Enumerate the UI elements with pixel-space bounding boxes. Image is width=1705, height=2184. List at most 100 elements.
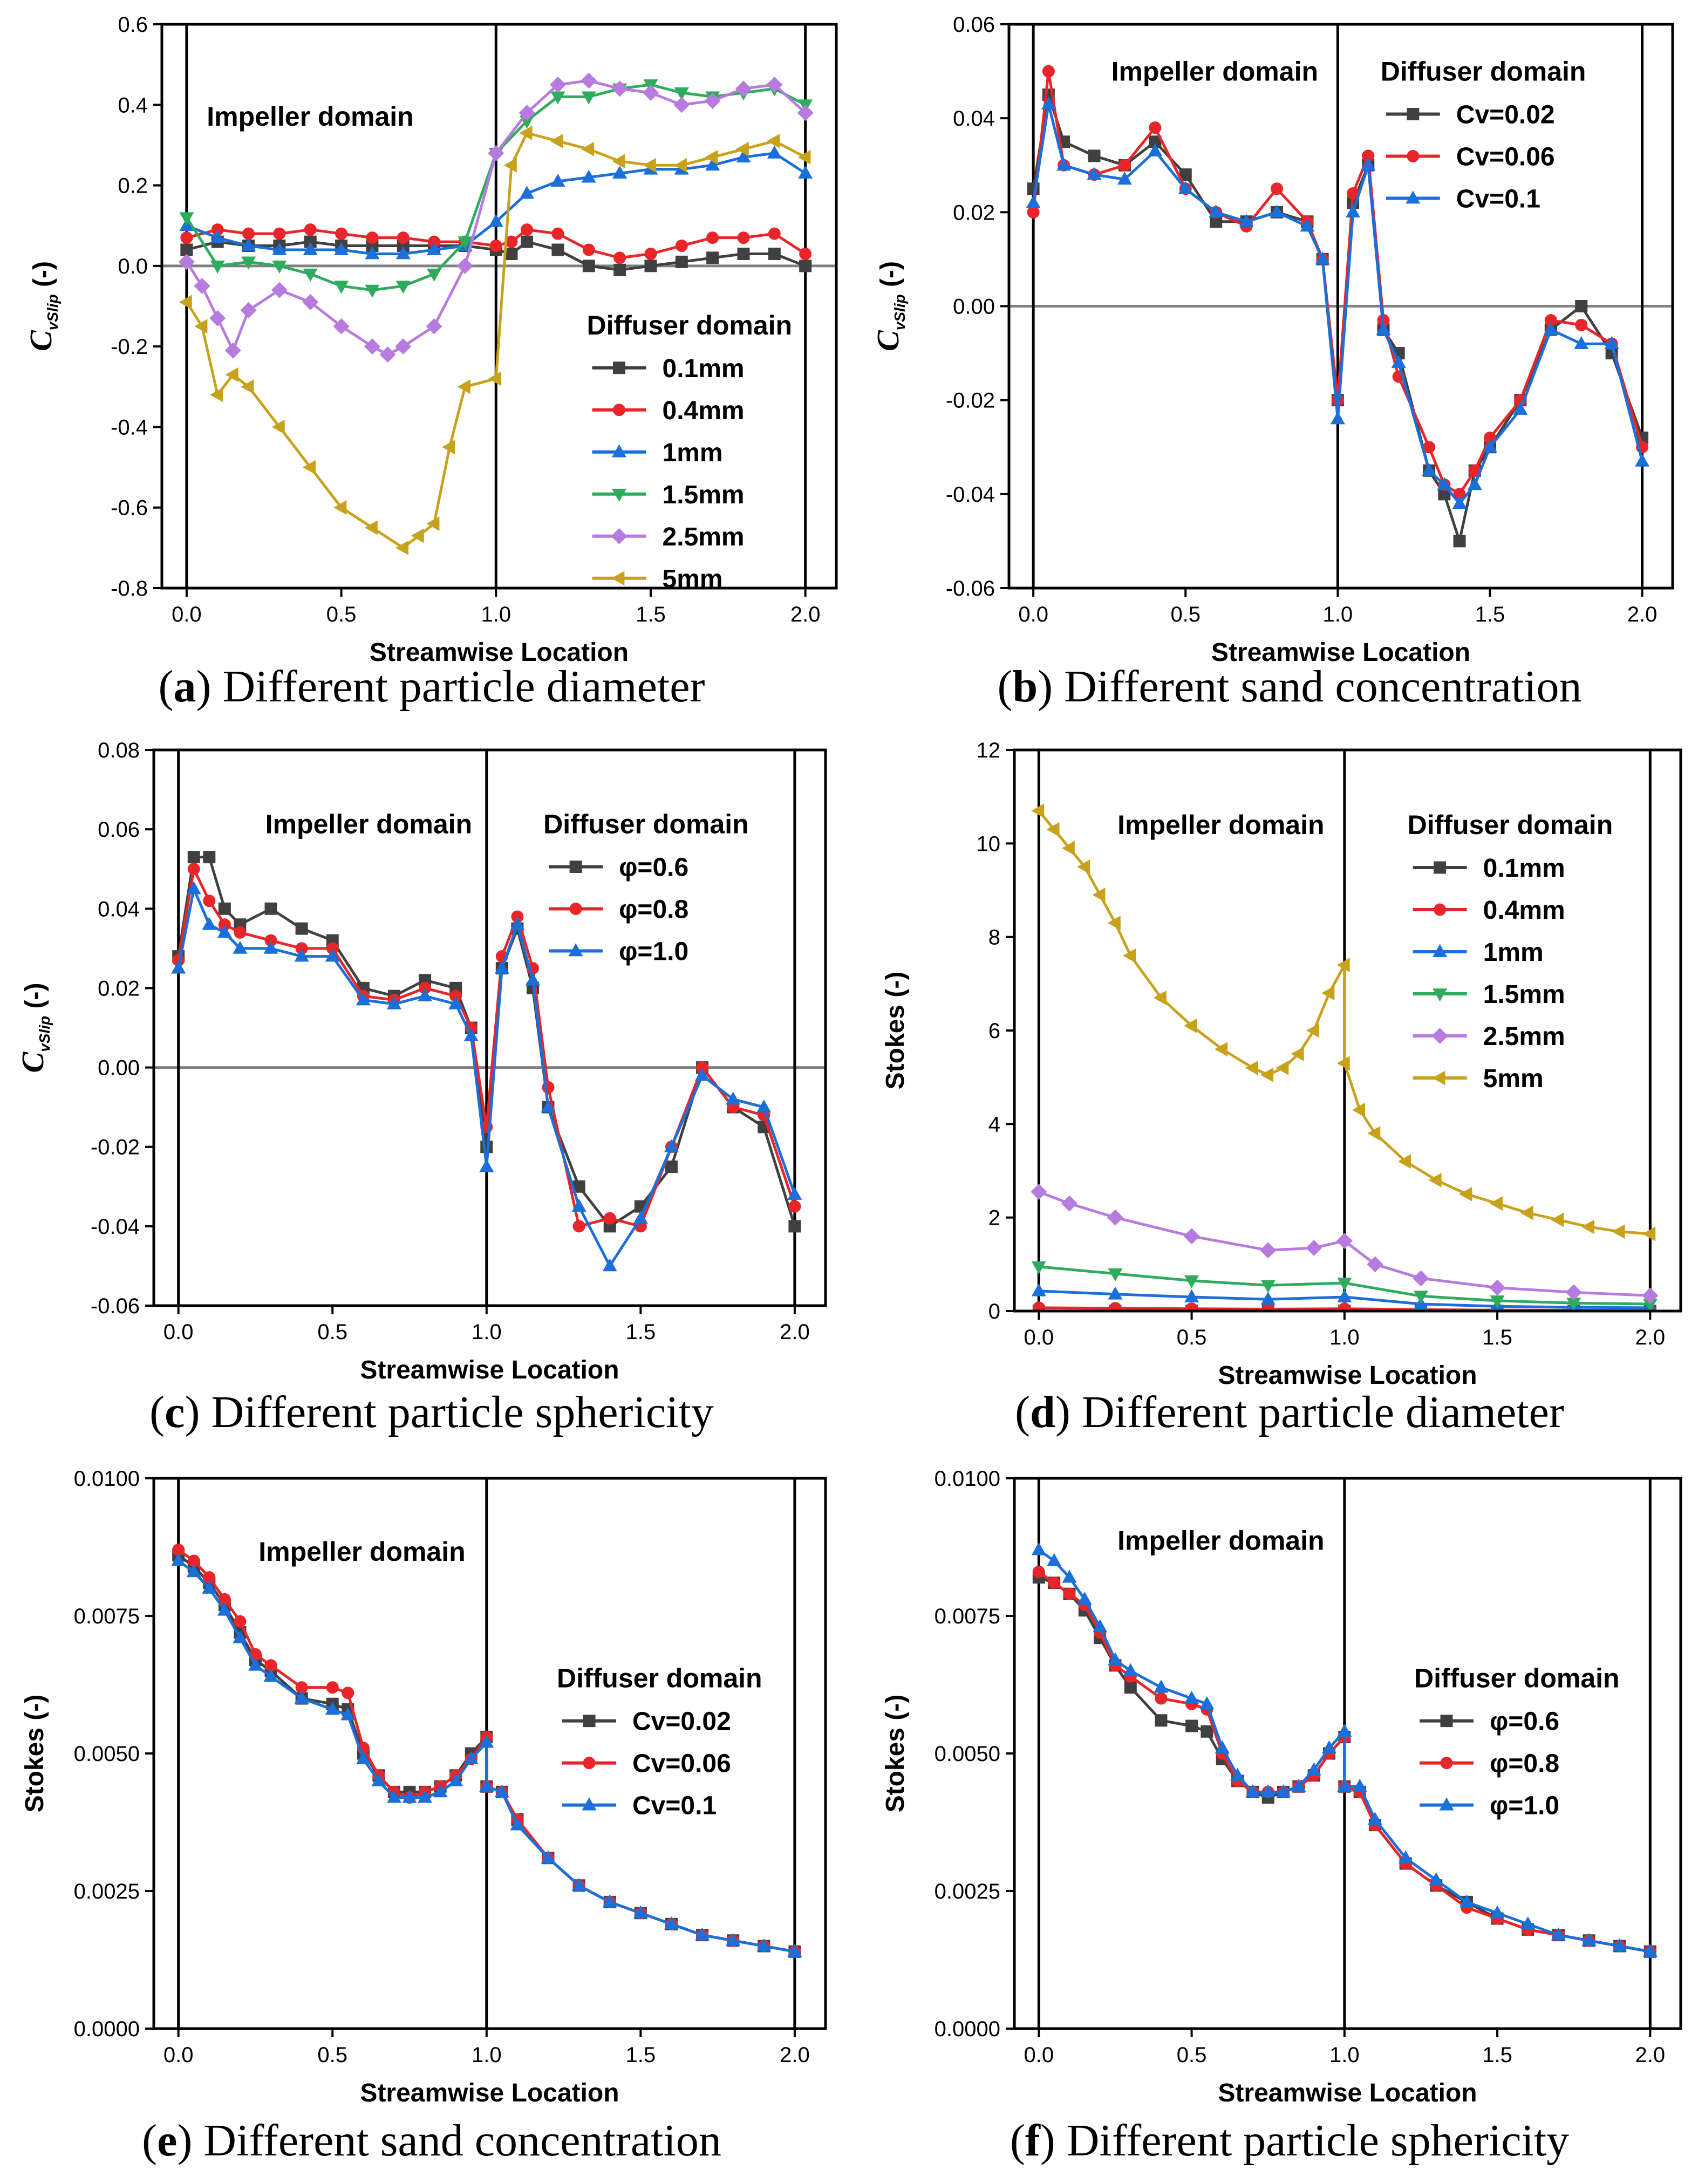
data-point — [519, 105, 535, 121]
data-point — [1489, 1279, 1506, 1296]
data-point — [411, 528, 424, 543]
legend-swatch-marker — [1407, 150, 1420, 162]
data-point — [1123, 1663, 1138, 1676]
y-tick-label: 0.0050 — [74, 1742, 140, 1766]
data-point — [706, 251, 719, 264]
data-point — [1612, 1938, 1627, 1951]
data-point — [187, 851, 200, 864]
data-point — [633, 1210, 648, 1224]
data-point — [1184, 1275, 1199, 1288]
y-tick-label: 0.06 — [98, 818, 140, 842]
data-point — [241, 256, 256, 270]
series-group — [171, 1544, 802, 1958]
legend-entry-label: φ=1.0 — [619, 938, 688, 966]
data-point — [178, 254, 195, 270]
data-point — [326, 1681, 339, 1694]
data-point — [1032, 1565, 1045, 1578]
data-point — [550, 133, 563, 148]
data-point — [180, 243, 193, 256]
x-tick-label: 1.0 — [1329, 1326, 1360, 1349]
data-point — [1201, 1725, 1213, 1738]
data-point — [304, 235, 317, 248]
y-axis-title: CvSlip (-) — [15, 983, 53, 1073]
data-point — [333, 500, 347, 515]
legend-swatch-marker — [1440, 1715, 1453, 1728]
legend-entry-label: Cv=0.06 — [632, 1750, 731, 1778]
legend-entry-label: 2.5mm — [663, 523, 745, 551]
plot-frame — [152, 748, 827, 1307]
legend-swatch-marker — [1440, 1757, 1453, 1770]
y-tick-label: -0.06 — [91, 1294, 140, 1318]
data-point — [737, 247, 750, 260]
y-tick-label: 0.02 — [98, 977, 140, 1000]
legend-entry-label: Cv=0.1 — [632, 1792, 717, 1820]
data-point — [1574, 336, 1589, 350]
legend-entry-label: 1.5mm — [1483, 980, 1565, 1009]
series-line-1 — [186, 228, 807, 260]
data-point — [264, 902, 277, 915]
legend: Diffuser domain Cv=0.02 Cv=0.06 Cv=0.1 — [557, 1663, 762, 1820]
y-tick-label: 0.4 — [118, 93, 148, 117]
legend-swatch-marker — [1432, 1070, 1445, 1086]
legend-swatch-marker — [611, 528, 628, 544]
data-point — [787, 1186, 802, 1200]
x-tick-label: 0.0 — [1018, 603, 1048, 626]
legend-entry-label: φ=1.0 — [1490, 1792, 1559, 1820]
data-point — [1031, 1542, 1046, 1555]
data-point — [695, 1068, 710, 1081]
data-point — [442, 440, 455, 455]
y-tick-label: 0.0100 — [74, 1467, 140, 1491]
x-tick-label: 1.0 — [472, 2043, 502, 2067]
data-point — [1397, 1154, 1411, 1169]
legend-swatch-marker — [1434, 861, 1447, 874]
x-tick-label: 2.0 — [1635, 1326, 1666, 1349]
data-point — [1453, 535, 1466, 548]
legend-entry-label: 0.1mm — [1483, 854, 1565, 883]
data-point — [674, 87, 689, 101]
data-point — [1543, 322, 1558, 335]
data-point — [1376, 322, 1391, 335]
data-point — [463, 1751, 479, 1765]
data-point — [1048, 1576, 1061, 1589]
data-point — [294, 948, 309, 962]
y-tick-label: 0.0075 — [74, 1605, 140, 1628]
data-point — [541, 1850, 556, 1864]
data-point — [365, 246, 380, 260]
data-point — [582, 260, 595, 272]
data-point — [1032, 1301, 1045, 1311]
x-tick-label: 1.5 — [1482, 1326, 1512, 1349]
y-axis-title: Stokes (-) — [881, 972, 910, 1090]
data-point — [1063, 1587, 1076, 1600]
data-point — [581, 91, 596, 105]
data-point — [488, 371, 502, 386]
data-point — [234, 926, 247, 939]
legend-swatch-marker — [583, 1715, 596, 1728]
y-tick-label: 0.0000 — [74, 2017, 140, 2041]
legend-entry-label: 1.5mm — [663, 481, 745, 509]
data-point — [735, 80, 752, 97]
data-point — [1306, 1023, 1320, 1038]
data-point — [209, 310, 226, 326]
y-tick-label: 0.6 — [118, 13, 148, 37]
data-point — [494, 960, 509, 974]
data-point — [1077, 859, 1090, 875]
x-tick-label: 1.5 — [1482, 2043, 1512, 2067]
impeller-domain-label: Impeller domain — [1117, 810, 1324, 840]
y-tick-label: 0.04 — [953, 107, 995, 131]
data-point — [1042, 65, 1055, 78]
data-point — [581, 141, 595, 156]
data-point — [510, 917, 525, 930]
y-tick-label: -0.8 — [111, 577, 148, 600]
data-point — [426, 318, 442, 335]
data-point — [1336, 1232, 1353, 1250]
impeller-domain-label: Impeller domain — [265, 809, 472, 840]
data-point — [448, 1773, 463, 1786]
chart-panel-f: 0.0 0.5 1.0 1.5 2.0 0.0000 0.0025 0.0050 0.0075 0… — [881, 1467, 1682, 2166]
data-point — [798, 165, 813, 179]
data-point — [488, 214, 503, 227]
data-point — [1337, 1723, 1352, 1737]
y-tick-label: -0.02 — [946, 389, 995, 413]
data-point — [1178, 181, 1193, 194]
y-axis-title: Stokes (-) — [21, 1695, 49, 1813]
data-point — [187, 863, 200, 876]
